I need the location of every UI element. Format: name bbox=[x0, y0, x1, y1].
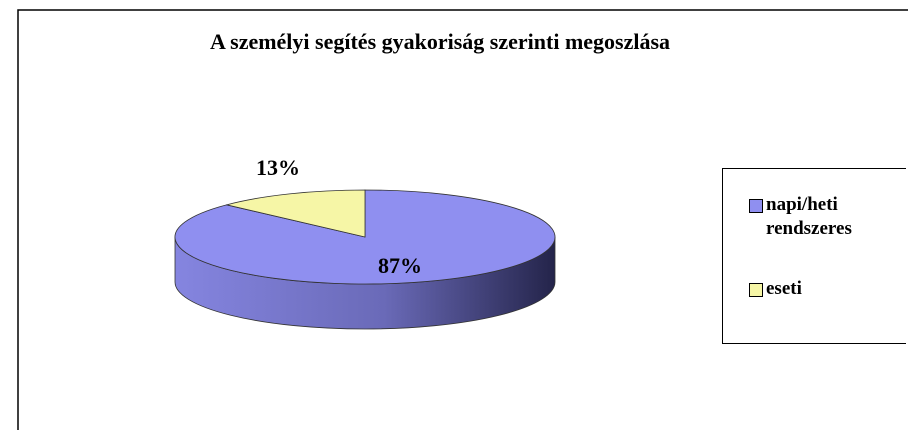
legend-swatch bbox=[749, 283, 763, 297]
legend-swatch bbox=[749, 199, 763, 213]
legend-item: eseti bbox=[749, 277, 899, 301]
legend-item: napi/heti rendszeres bbox=[749, 193, 899, 241]
legend-label: eseti bbox=[766, 278, 802, 299]
data-label: 13% bbox=[256, 155, 300, 180]
pie bbox=[174, 189, 556, 330]
legend-label: napi/heti rendszeres bbox=[766, 194, 852, 239]
chart-title: A személyi segítés gyakoriság szerinti m… bbox=[210, 29, 670, 54]
pie-slice bbox=[226, 189, 366, 238]
legend: napi/heti rendszeres eseti bbox=[722, 168, 906, 344]
data-label: 87% bbox=[378, 253, 422, 278]
